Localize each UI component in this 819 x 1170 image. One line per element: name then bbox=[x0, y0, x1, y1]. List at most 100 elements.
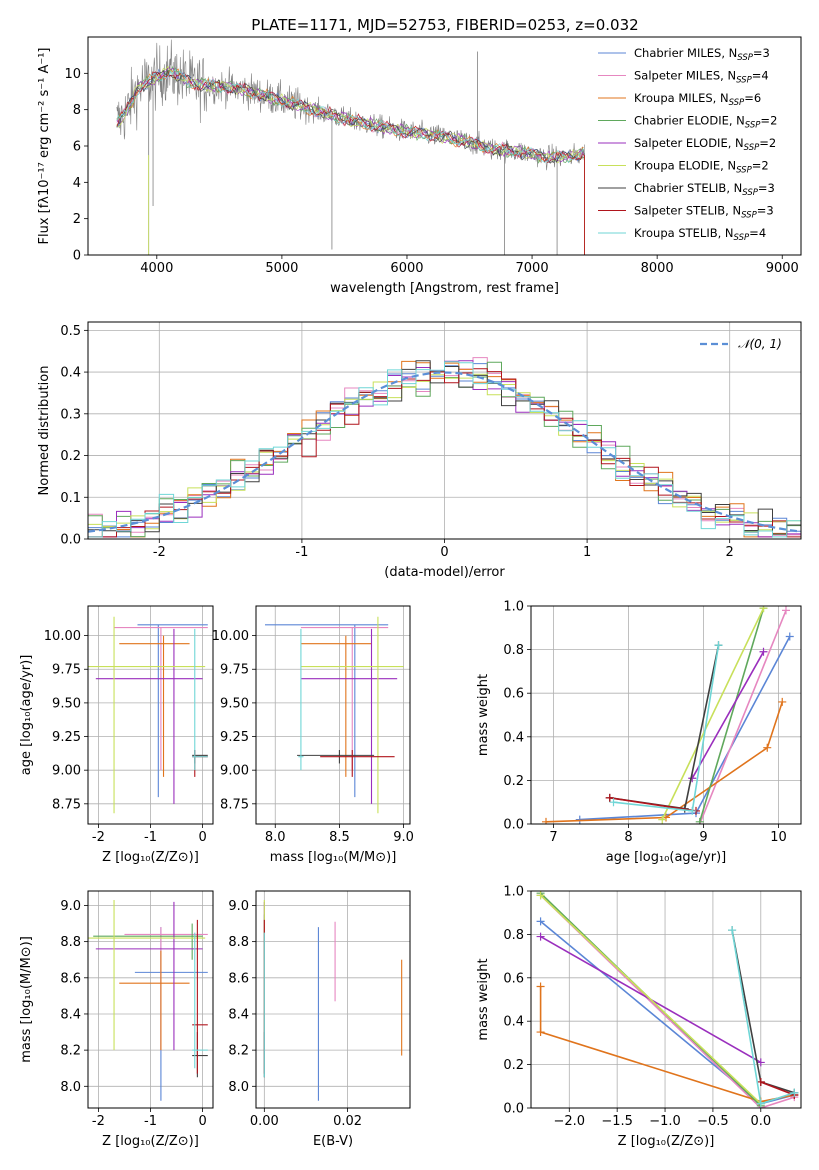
x-axis-label: Z [log₁₀(Z/Z⊙)] bbox=[102, 1134, 199, 1149]
legend-entry: Salpeter ELODIE, NSSP=2 bbox=[634, 136, 776, 153]
weight-series-2 bbox=[536, 982, 799, 1106]
weight-marker bbox=[756, 1077, 765, 1086]
x-axis-label: E(B-V) bbox=[313, 1134, 353, 1149]
legend-ssp-sub: SSP bbox=[737, 53, 753, 63]
y-tick-label: 0.1 bbox=[60, 491, 81, 506]
y-tick-label: 0.6 bbox=[503, 971, 524, 986]
x-axis-label: age [log₁₀(age/yr)] bbox=[606, 850, 727, 865]
x-tick-label: 0 bbox=[198, 1114, 206, 1129]
y-tick-label: 9.75 bbox=[220, 663, 249, 678]
y-axis-label: Flux [fλ10⁻¹⁷ erg cm⁻² s⁻¹ A⁻¹] bbox=[37, 48, 52, 245]
y-tick-label: 10.00 bbox=[44, 629, 81, 644]
legend-ssp-sub: SSP bbox=[736, 166, 752, 176]
age-vs-metallicity-panel: -2 -1 0 8.75 9.00 9.25 9.50 9.75 10.00 Z [log₁₀(Z… bbox=[19, 605, 214, 865]
y-tick-label: 8.6 bbox=[228, 971, 249, 986]
legend-ssp-sub: SSP bbox=[729, 98, 745, 108]
y-tick-label: 8.0 bbox=[228, 1080, 249, 1095]
y-tick-label: 0.6 bbox=[503, 687, 524, 702]
legend-entry: 𝒩(0, 1) bbox=[738, 337, 782, 351]
x-tick-label: 0.0 bbox=[750, 1114, 771, 1129]
legend-entry: Kroupa STELIB, NSSP=4 bbox=[634, 226, 766, 243]
y-axis-label: age [log₁₀(age/yr)] bbox=[19, 655, 34, 776]
x-axis-label: Z [log₁₀(Z/Z⊙)] bbox=[618, 1134, 715, 1149]
weight-marker bbox=[536, 917, 545, 926]
x-tick-label: 0.02 bbox=[333, 1114, 362, 1129]
y-tick-label: 2 bbox=[73, 212, 81, 227]
legend-entry: Salpeter MILES, NSSP=4 bbox=[634, 69, 769, 86]
x-tick-label: 8.0 bbox=[265, 830, 286, 845]
weight-line bbox=[731, 929, 795, 1105]
y-tick-label: 9.0 bbox=[60, 899, 81, 914]
weight-vs-age-panel: 7 8 9 10 0.0 0.2 0.4 0.6 0.8 1.0 age [log₁₀(age/yr… bbox=[476, 600, 802, 865]
legend-ssp-sub: SSP bbox=[744, 143, 760, 153]
y-tick-label: 8.2 bbox=[60, 1044, 81, 1059]
legend-model-name: Salpeter ELODIE bbox=[634, 136, 728, 150]
y-tick-label: 8.75 bbox=[220, 797, 249, 812]
errorbar-point-2 bbox=[119, 635, 190, 777]
plot-area bbox=[88, 900, 208, 1101]
legend-eq: = bbox=[744, 91, 754, 105]
x-axis-label: (data-model)/error bbox=[384, 565, 505, 580]
legend-model-name: Salpeter STELIB bbox=[634, 204, 725, 218]
axes-frame bbox=[255, 890, 411, 1109]
x-tick-label: 2 bbox=[726, 545, 734, 560]
weight-marker bbox=[759, 606, 768, 613]
axes-frame bbox=[87, 605, 214, 825]
x-axis-label: Z [log₁₀(Z/Z⊙)] bbox=[102, 850, 199, 865]
legend-model-name: Kroupa MILES bbox=[634, 91, 713, 105]
x-axis-label: wavelength [Angstrom, rest frame] bbox=[330, 281, 559, 296]
weight-line bbox=[609, 645, 720, 810]
errorbar-point-5 bbox=[88, 616, 206, 814]
legend-entry: Salpeter STELIB, NSSP=3 bbox=[634, 204, 774, 221]
weight-marker bbox=[575, 815, 584, 824]
legend-sep: , N bbox=[720, 159, 736, 173]
plot-area bbox=[88, 616, 208, 814]
y-tick-label: 0.3 bbox=[60, 407, 81, 422]
weight-marker bbox=[778, 697, 787, 706]
y-tick-label: 0.4 bbox=[503, 730, 524, 745]
y-tick-label: 0.2 bbox=[503, 774, 524, 789]
y-tick-label: 0.0 bbox=[60, 533, 81, 548]
weight-series-1 bbox=[695, 606, 790, 824]
weight-marker bbox=[536, 982, 545, 991]
weight-marker bbox=[536, 891, 545, 900]
legend-sep: , N bbox=[728, 136, 744, 150]
legend-model-name: Chabrier STELIB bbox=[634, 181, 726, 195]
x-tick-label: -1 bbox=[144, 1114, 157, 1129]
weight-marker bbox=[695, 817, 704, 824]
x-tick-label: 8000 bbox=[641, 261, 674, 276]
weight-series-1 bbox=[536, 891, 799, 1108]
weight-line bbox=[540, 894, 762, 1105]
y-tick-label: 9.75 bbox=[52, 663, 81, 678]
y-tick-label: 0.8 bbox=[503, 643, 524, 658]
y-axis-label: Normed distribution bbox=[37, 366, 52, 496]
legend-sep: , N bbox=[725, 204, 741, 218]
x-tick-label: -1 bbox=[144, 830, 157, 845]
errorbar-point-2 bbox=[119, 950, 190, 1051]
spectrum-model-8 bbox=[116, 68, 584, 164]
y-tick-label: 8 bbox=[73, 103, 81, 118]
x-tick-label: -1 bbox=[295, 545, 308, 560]
x-tick-label: −0.5 bbox=[697, 1114, 729, 1129]
legend-ssp-sub: SSP bbox=[745, 121, 761, 131]
weight-marker bbox=[759, 647, 768, 656]
y-tick-label: 8.6 bbox=[60, 971, 81, 986]
x-tick-label: -2 bbox=[153, 545, 166, 560]
y-tick-label: 0.4 bbox=[503, 1015, 524, 1030]
y-tick-label: 8.8 bbox=[228, 935, 249, 950]
weight-line bbox=[691, 651, 765, 779]
plot-area bbox=[263, 900, 403, 1101]
y-axis-label: mass [log₁₀(M/M⊙)] bbox=[19, 936, 34, 1063]
x-tick-label: 9000 bbox=[766, 261, 799, 276]
legend-nssp: 2 bbox=[769, 136, 776, 150]
x-tick-label: 10 bbox=[770, 830, 787, 845]
legend-eq: = bbox=[759, 136, 769, 150]
weight-marker bbox=[536, 1028, 545, 1037]
legend-model-name: Kroupa ELODIE bbox=[634, 159, 720, 173]
weight-marker bbox=[536, 932, 545, 941]
y-tick-label: 8.2 bbox=[228, 1044, 249, 1059]
legend-model-name: Chabrier MILES bbox=[634, 46, 721, 60]
x-tick-label: 0.00 bbox=[250, 1114, 279, 1129]
